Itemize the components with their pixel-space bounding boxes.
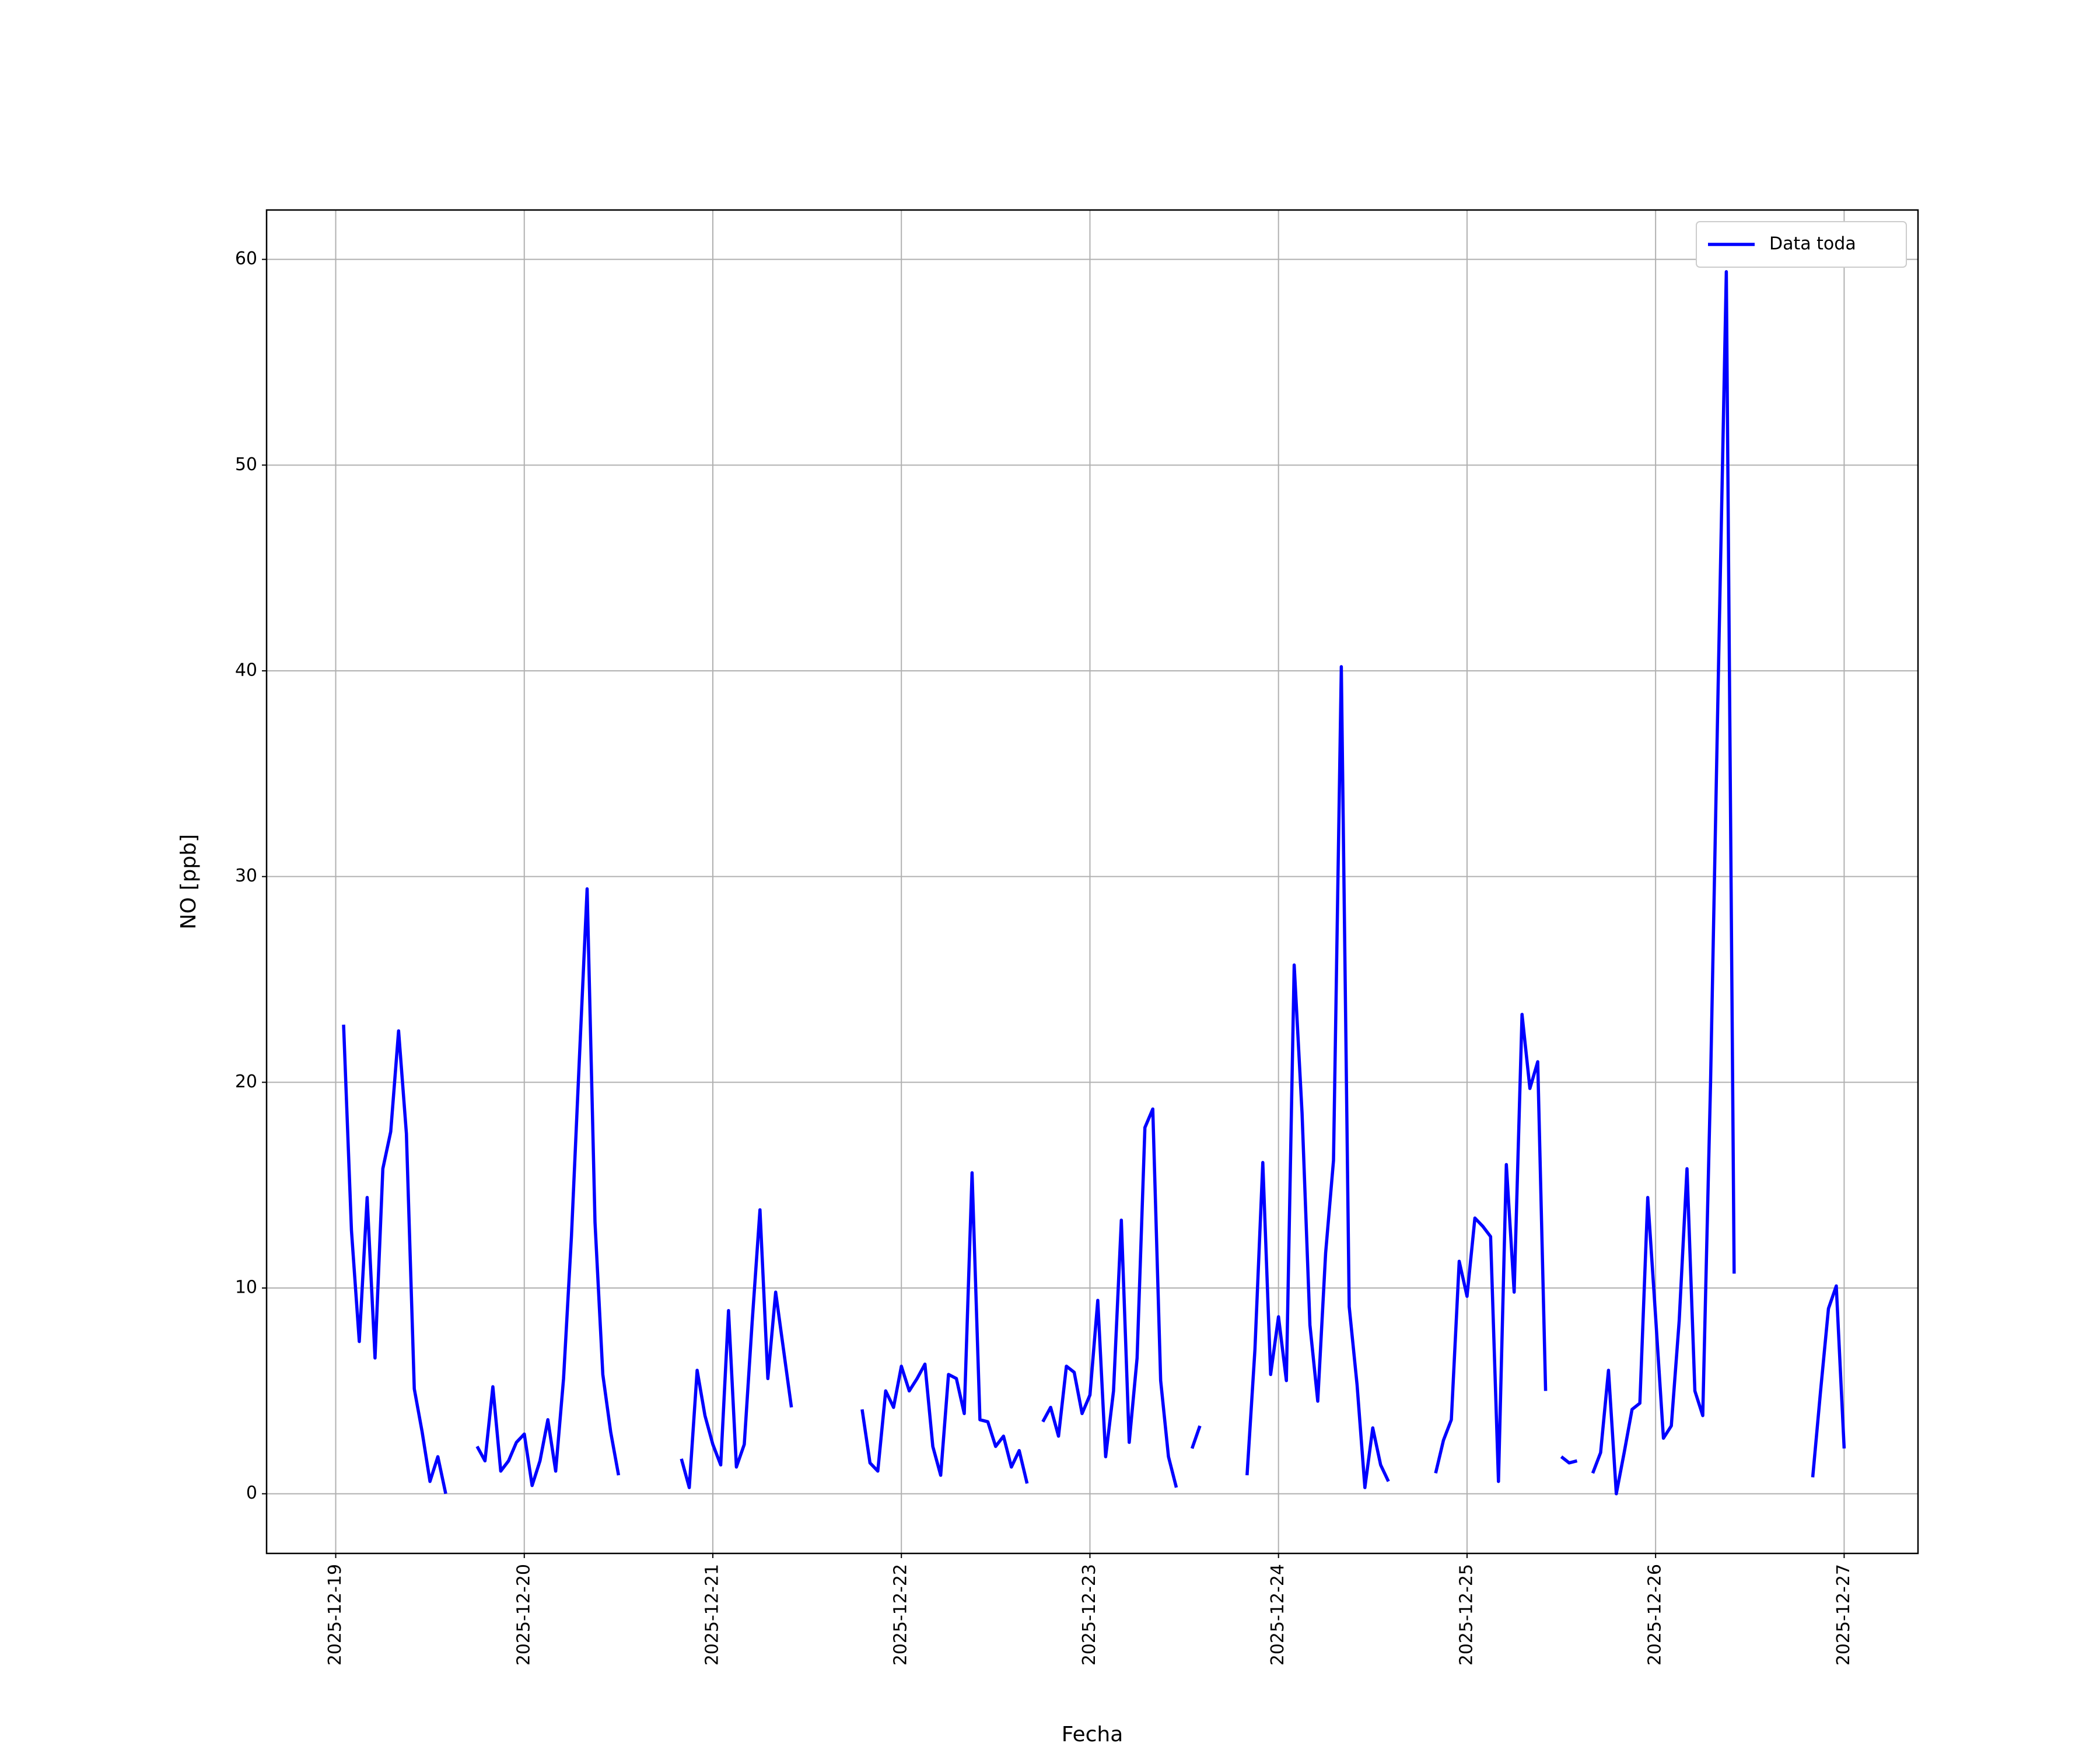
x-tick-label: 2025-12-26 bbox=[1645, 1564, 1665, 1665]
y-tick-label: 60 bbox=[235, 249, 257, 269]
y-tick-label: 50 bbox=[235, 454, 257, 475]
plot-frame bbox=[265, 209, 1919, 1555]
x-tick-label: 2025-12-27 bbox=[1833, 1564, 1854, 1665]
x-tick-label: 2025-12-20 bbox=[513, 1564, 534, 1665]
y-tick-label: 40 bbox=[235, 660, 257, 681]
legend-label: Data toda bbox=[1769, 234, 1856, 254]
x-axis-label: Fecha bbox=[1062, 1723, 1124, 1746]
data-line bbox=[342, 270, 1846, 1496]
x-tick-label: 2025-12-23 bbox=[1079, 1564, 1100, 1665]
y-tick-label: 20 bbox=[235, 1072, 257, 1092]
y-tick-label: 0 bbox=[246, 1483, 257, 1503]
x-tick-label: 2025-12-21 bbox=[702, 1564, 722, 1665]
legend-box bbox=[1696, 221, 1907, 268]
y-tick-label: 30 bbox=[235, 866, 257, 886]
y-tick-label: 10 bbox=[235, 1278, 257, 1298]
x-tick-label: 2025-12-25 bbox=[1456, 1564, 1476, 1665]
x-tick-label: 2025-12-24 bbox=[1268, 1564, 1288, 1665]
y-axis-label: NO [ppb] bbox=[177, 834, 201, 929]
x-tick-label: 2025-12-22 bbox=[891, 1564, 911, 1665]
x-tick-label: 2025-12-19 bbox=[325, 1564, 345, 1665]
